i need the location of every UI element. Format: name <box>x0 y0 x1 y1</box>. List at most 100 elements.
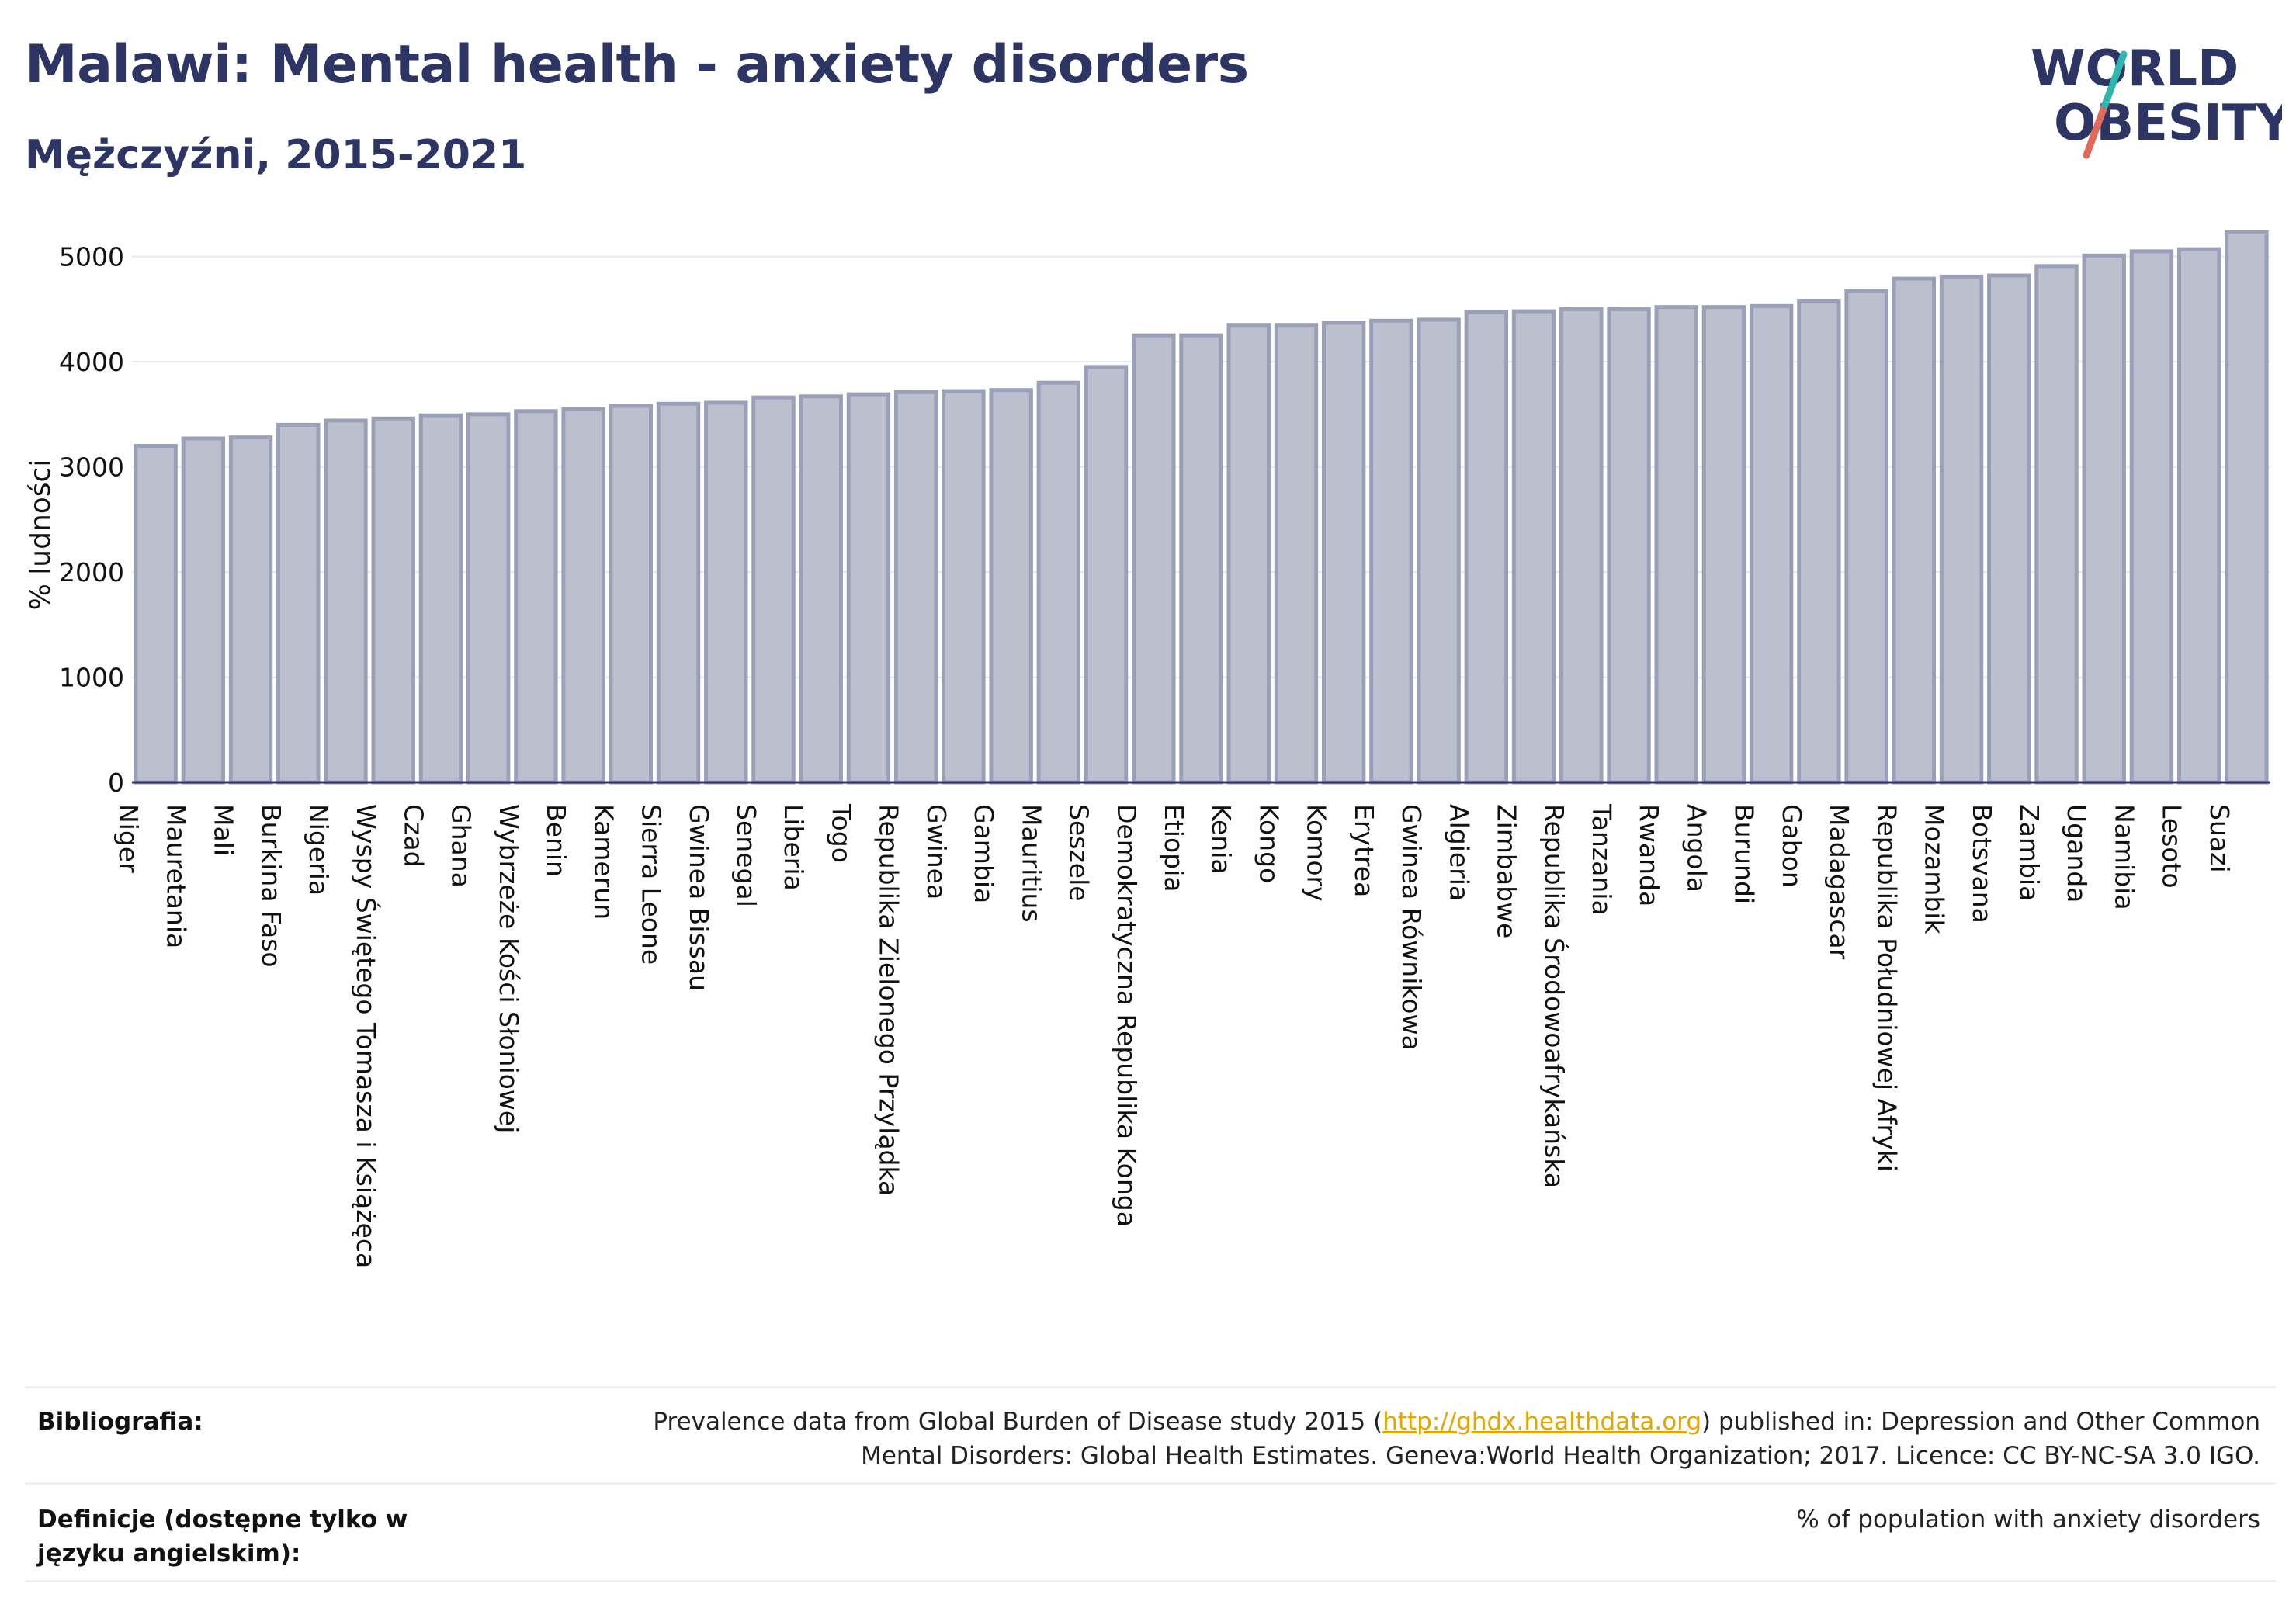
bar[interactable] <box>1321 321 1366 785</box>
bar[interactable] <box>181 436 226 785</box>
x-tick-label: Sierra Leone <box>636 804 667 965</box>
y-axis-label: % ludności <box>25 459 57 611</box>
bar[interactable] <box>656 401 701 785</box>
bar[interactable] <box>1844 289 1888 785</box>
x-tick-label: Rwanda <box>1634 804 1664 906</box>
bar[interactable] <box>1987 273 2031 785</box>
x-tick-label: Gambia <box>969 804 999 903</box>
x-tick-label: Republika Środowoafrykańska <box>1539 804 1570 1188</box>
bar[interactable] <box>989 388 1033 785</box>
x-tick-label: Ghana <box>446 804 477 888</box>
x-tick-label: Algieria <box>1444 804 1474 901</box>
bar[interactable] <box>1036 380 1081 785</box>
footer-divider-bottom <box>25 1580 2276 1582</box>
x-tick-label: Komory <box>1302 804 1332 902</box>
x-tick-label: Senegal <box>731 804 761 907</box>
y-tick-label: 5000 <box>59 242 124 272</box>
y-tick-label: 1000 <box>59 663 124 693</box>
bar[interactable] <box>1797 299 1841 785</box>
definitions-text: % of population with anxiety disorders <box>1796 1506 2260 1534</box>
x-tick-label: Zimbabwe <box>1492 804 1522 938</box>
x-tick-label: Togo <box>826 803 856 863</box>
bar[interactable] <box>1274 323 1319 785</box>
x-tick-label: Wybrzeże Kości Słoniowej <box>494 804 524 1133</box>
bibliography-line1-post: ) published in: Depression and Other Com… <box>1701 1408 2260 1436</box>
x-tick-label: Etiopia <box>1159 804 1189 892</box>
bar[interactable] <box>751 395 796 785</box>
x-tick-label: Seszele <box>1064 804 1094 902</box>
bar[interactable] <box>1892 276 1937 785</box>
bibliography-label: Bibliografia: <box>37 1408 203 1436</box>
bars <box>134 230 2269 785</box>
bar[interactable] <box>1179 333 1223 785</box>
bar[interactable] <box>324 418 368 785</box>
bibliography-text: Prevalence data from Global Burden of Di… <box>630 1405 2260 1473</box>
x-tick-label: Burundi <box>1729 804 1760 904</box>
x-axis-labels: Niger Mauretania Mali Burkina Faso Nigeria Wy… <box>113 803 2235 1268</box>
x-tick-label: Mauritius <box>1016 804 1046 923</box>
bar[interactable] <box>2082 253 2126 785</box>
page-subtitle: Mężczyźni, 2015-2021 <box>25 132 527 178</box>
bar[interactable] <box>1511 309 1556 785</box>
x-tick-label: Kamerun <box>588 804 619 920</box>
bibliography-line1-pre: Prevalence data from Global Burden of Di… <box>653 1408 1383 1436</box>
x-tick-label: Suazi <box>2204 804 2235 873</box>
x-tick-label: Wyspy Świętego Tomasza i Książęca <box>351 804 382 1268</box>
x-tick-label: Uganda <box>2062 804 2092 903</box>
bar[interactable] <box>1654 305 1698 785</box>
bar[interactable] <box>418 413 463 785</box>
bar[interactable] <box>2225 230 2269 785</box>
bar[interactable] <box>609 404 654 785</box>
bar[interactable] <box>799 394 843 785</box>
world-obesity-logo: WORLD OBESITY <box>2031 40 2282 159</box>
bar[interactable] <box>1369 318 1413 785</box>
bar[interactable] <box>1939 274 1984 785</box>
bar[interactable] <box>561 407 605 785</box>
x-tick-label: Mauretania <box>161 804 191 948</box>
bar[interactable] <box>1084 365 1129 785</box>
bar-chart: 0 1000 2000 3000 4000 5000 Niger Mauretania Mal… <box>25 230 2270 1268</box>
logo-slash-teal <box>2101 50 2128 109</box>
x-tick-label: Kongo <box>1254 804 1284 883</box>
bar[interactable] <box>1749 303 1794 785</box>
bar[interactable] <box>228 435 273 785</box>
bar[interactable] <box>2034 264 2079 785</box>
x-tick-label: Mozambik <box>1920 804 1950 934</box>
bibliography-link[interactable]: http://ghdx.healthdata.org <box>1382 1408 1702 1436</box>
bar[interactable] <box>1701 305 1746 785</box>
x-tick-label: Benin <box>541 804 571 877</box>
x-tick-label: Gabon <box>1777 804 1807 888</box>
bar[interactable] <box>1607 307 1651 785</box>
x-tick-label: Kenia <box>1206 804 1236 875</box>
x-tick-label: Republika Zielonego Przylądka <box>874 804 904 1196</box>
bar[interactable] <box>1417 317 1461 785</box>
bar[interactable] <box>846 392 891 785</box>
bar[interactable] <box>466 412 511 785</box>
x-tick-label: Republika Południowej Afryki <box>1871 804 1902 1172</box>
x-tick-label: Nigeria <box>303 804 334 896</box>
bar[interactable] <box>1226 323 1271 785</box>
x-tick-label: Demokratyczna Republika Konga <box>1112 804 1142 1227</box>
logo-line1: WORLD <box>2031 40 2239 98</box>
bar[interactable] <box>1464 310 1509 785</box>
bar[interactable] <box>893 390 938 785</box>
x-tick-label: Namibia <box>2109 804 2139 910</box>
bibliography-line2: Mental Disorders: Global Health Estimate… <box>861 1442 2260 1470</box>
bar[interactable] <box>704 400 748 785</box>
bar[interactable] <box>1559 307 1604 785</box>
bar[interactable] <box>514 409 558 785</box>
bar[interactable] <box>942 389 986 785</box>
x-tick-label: Mali <box>209 804 239 856</box>
bar[interactable] <box>1132 333 1176 785</box>
x-tick-label: Erytrea <box>1349 804 1379 897</box>
x-tick-label: Madagascar <box>1824 804 1854 960</box>
definitions-label: Definicje (dostępne tylko w języku angie… <box>37 1506 408 1568</box>
x-tick-label: Liberia <box>779 804 809 891</box>
x-tick-label: Botsvana <box>1967 804 1997 924</box>
bar[interactable] <box>134 443 178 785</box>
bar[interactable] <box>371 416 415 785</box>
bar[interactable] <box>276 422 321 785</box>
bar[interactable] <box>2176 247 2221 785</box>
x-tick-label: Gwinea <box>921 804 952 899</box>
bar[interactable] <box>2129 249 2174 785</box>
